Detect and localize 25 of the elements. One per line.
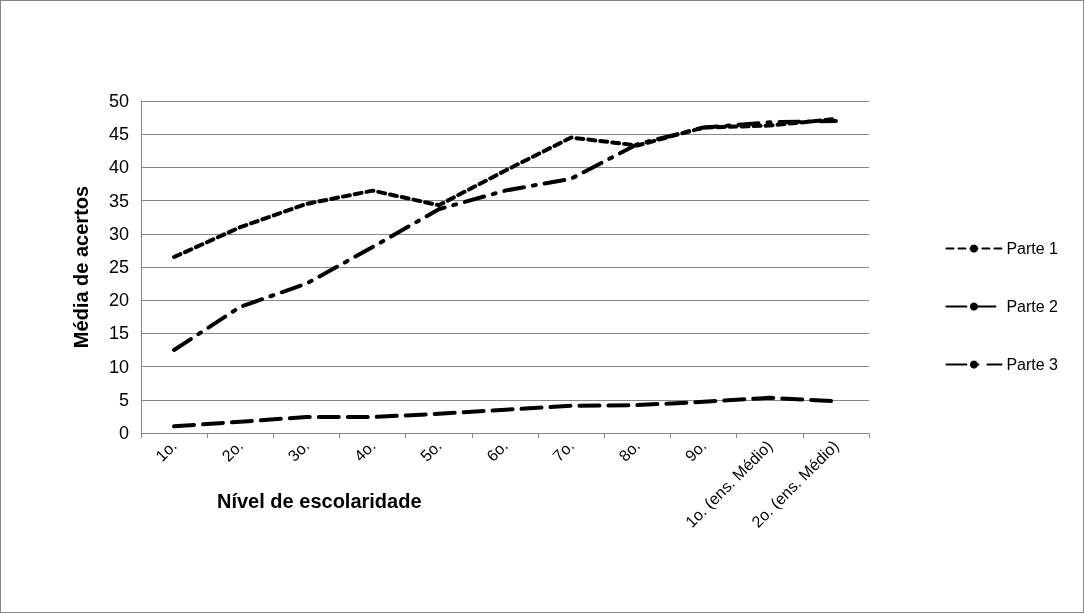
y-tick-label: 50 <box>108 91 129 111</box>
x-tick-label: 5o. <box>417 436 445 465</box>
y-tick-label: 15 <box>108 323 129 344</box>
y-tick-label: 0 <box>118 423 129 443</box>
y-tick-label: 30 <box>108 223 129 244</box>
legend-label: Parte 3 <box>1006 356 1059 373</box>
legend-label: Parte 2 <box>1006 298 1059 315</box>
x-tick-label: 3o. <box>284 436 313 465</box>
y-tick-label: 40 <box>108 157 129 178</box>
y-tick-label: 10 <box>108 356 129 377</box>
x-tick-label: 2o. <box>218 436 247 465</box>
y-tick-label: 25 <box>108 257 129 277</box>
x-tick-label: 8o. <box>615 436 644 465</box>
x-tick-label: 4o. <box>350 436 379 465</box>
y-tick-label: 20 <box>108 290 129 311</box>
x-axis-title: Nível de escolaridade <box>217 490 422 512</box>
y-axis-title: Média de acertos <box>70 185 92 349</box>
x-tick-label: 7o. <box>549 436 578 465</box>
y-tick-label: 5 <box>118 389 129 410</box>
x-tick-label: 6o. <box>483 436 512 465</box>
x-tick-label: 1o. <box>152 436 181 465</box>
y-tick-label: 45 <box>108 124 129 145</box>
legend-label: Parte 1 <box>1006 240 1059 257</box>
x-tick-label: 9o. <box>681 436 710 465</box>
y-tick-label: 35 <box>108 190 129 211</box>
